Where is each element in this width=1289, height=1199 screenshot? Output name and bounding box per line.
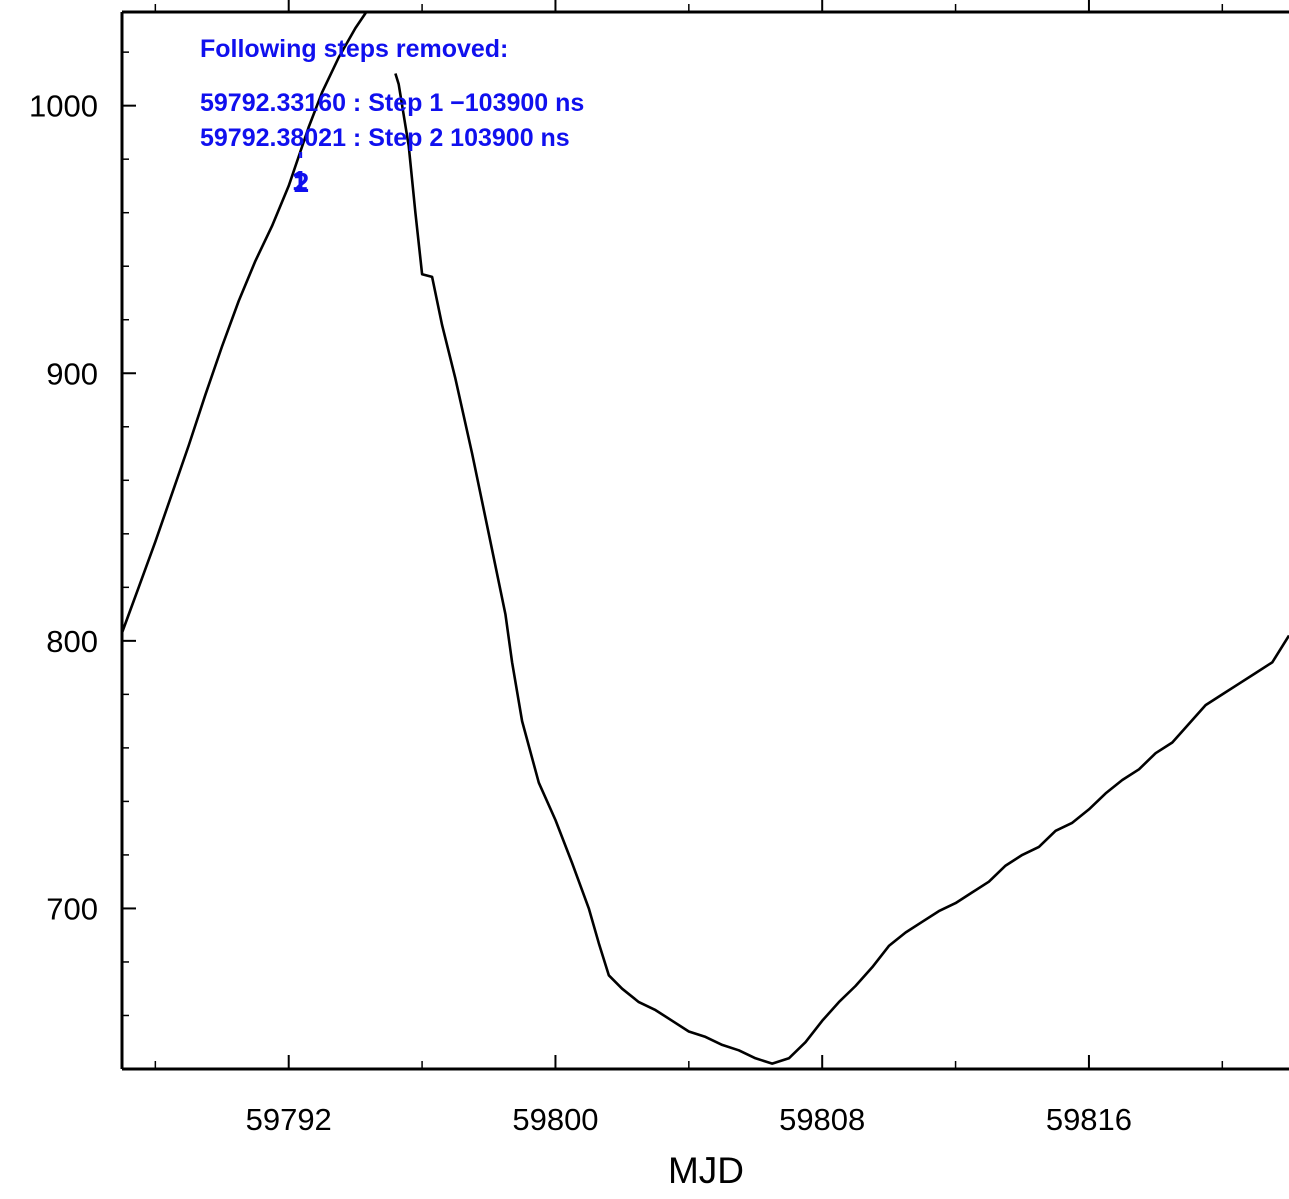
- x-tick-label-59800: 59800: [512, 1102, 598, 1137]
- series-layer: [122, 12, 1289, 1065]
- x-tick-label-59816: 59816: [1046, 1102, 1132, 1137]
- series-line-1: [122, 12, 368, 634]
- axes: [120, 10, 1289, 1071]
- y-tick-label-900: 900: [46, 356, 98, 391]
- x-axis-title: MJD: [668, 1150, 744, 1191]
- x-tick-label-59792: 59792: [246, 1102, 332, 1137]
- series-line-2: [394, 73, 1289, 1065]
- y-tick-label-800: 800: [46, 624, 98, 659]
- y-tick-label-700: 700: [46, 891, 98, 926]
- annotation-line-1: 59792.33160 : Step 1 −103900 ns: [200, 89, 584, 117]
- annotation-line-2: 59792.38021 : Step 2 103900 ns: [200, 124, 570, 152]
- step-marker-label-2: 2: [294, 167, 310, 198]
- step-annotation: Following steps removed: 59792.33160 : S…: [200, 35, 584, 152]
- step-markers: 12: [292, 152, 309, 198]
- ticks: 700 800 900 1000 59792 59800 59808 59816: [29, 0, 1224, 1137]
- step-marker-label-1: 1: [292, 165, 308, 196]
- x-tick-label-59808: 59808: [779, 1102, 865, 1137]
- y-tick-label-1000: 1000: [29, 89, 98, 124]
- annotation-header: Following steps removed:: [200, 35, 508, 63]
